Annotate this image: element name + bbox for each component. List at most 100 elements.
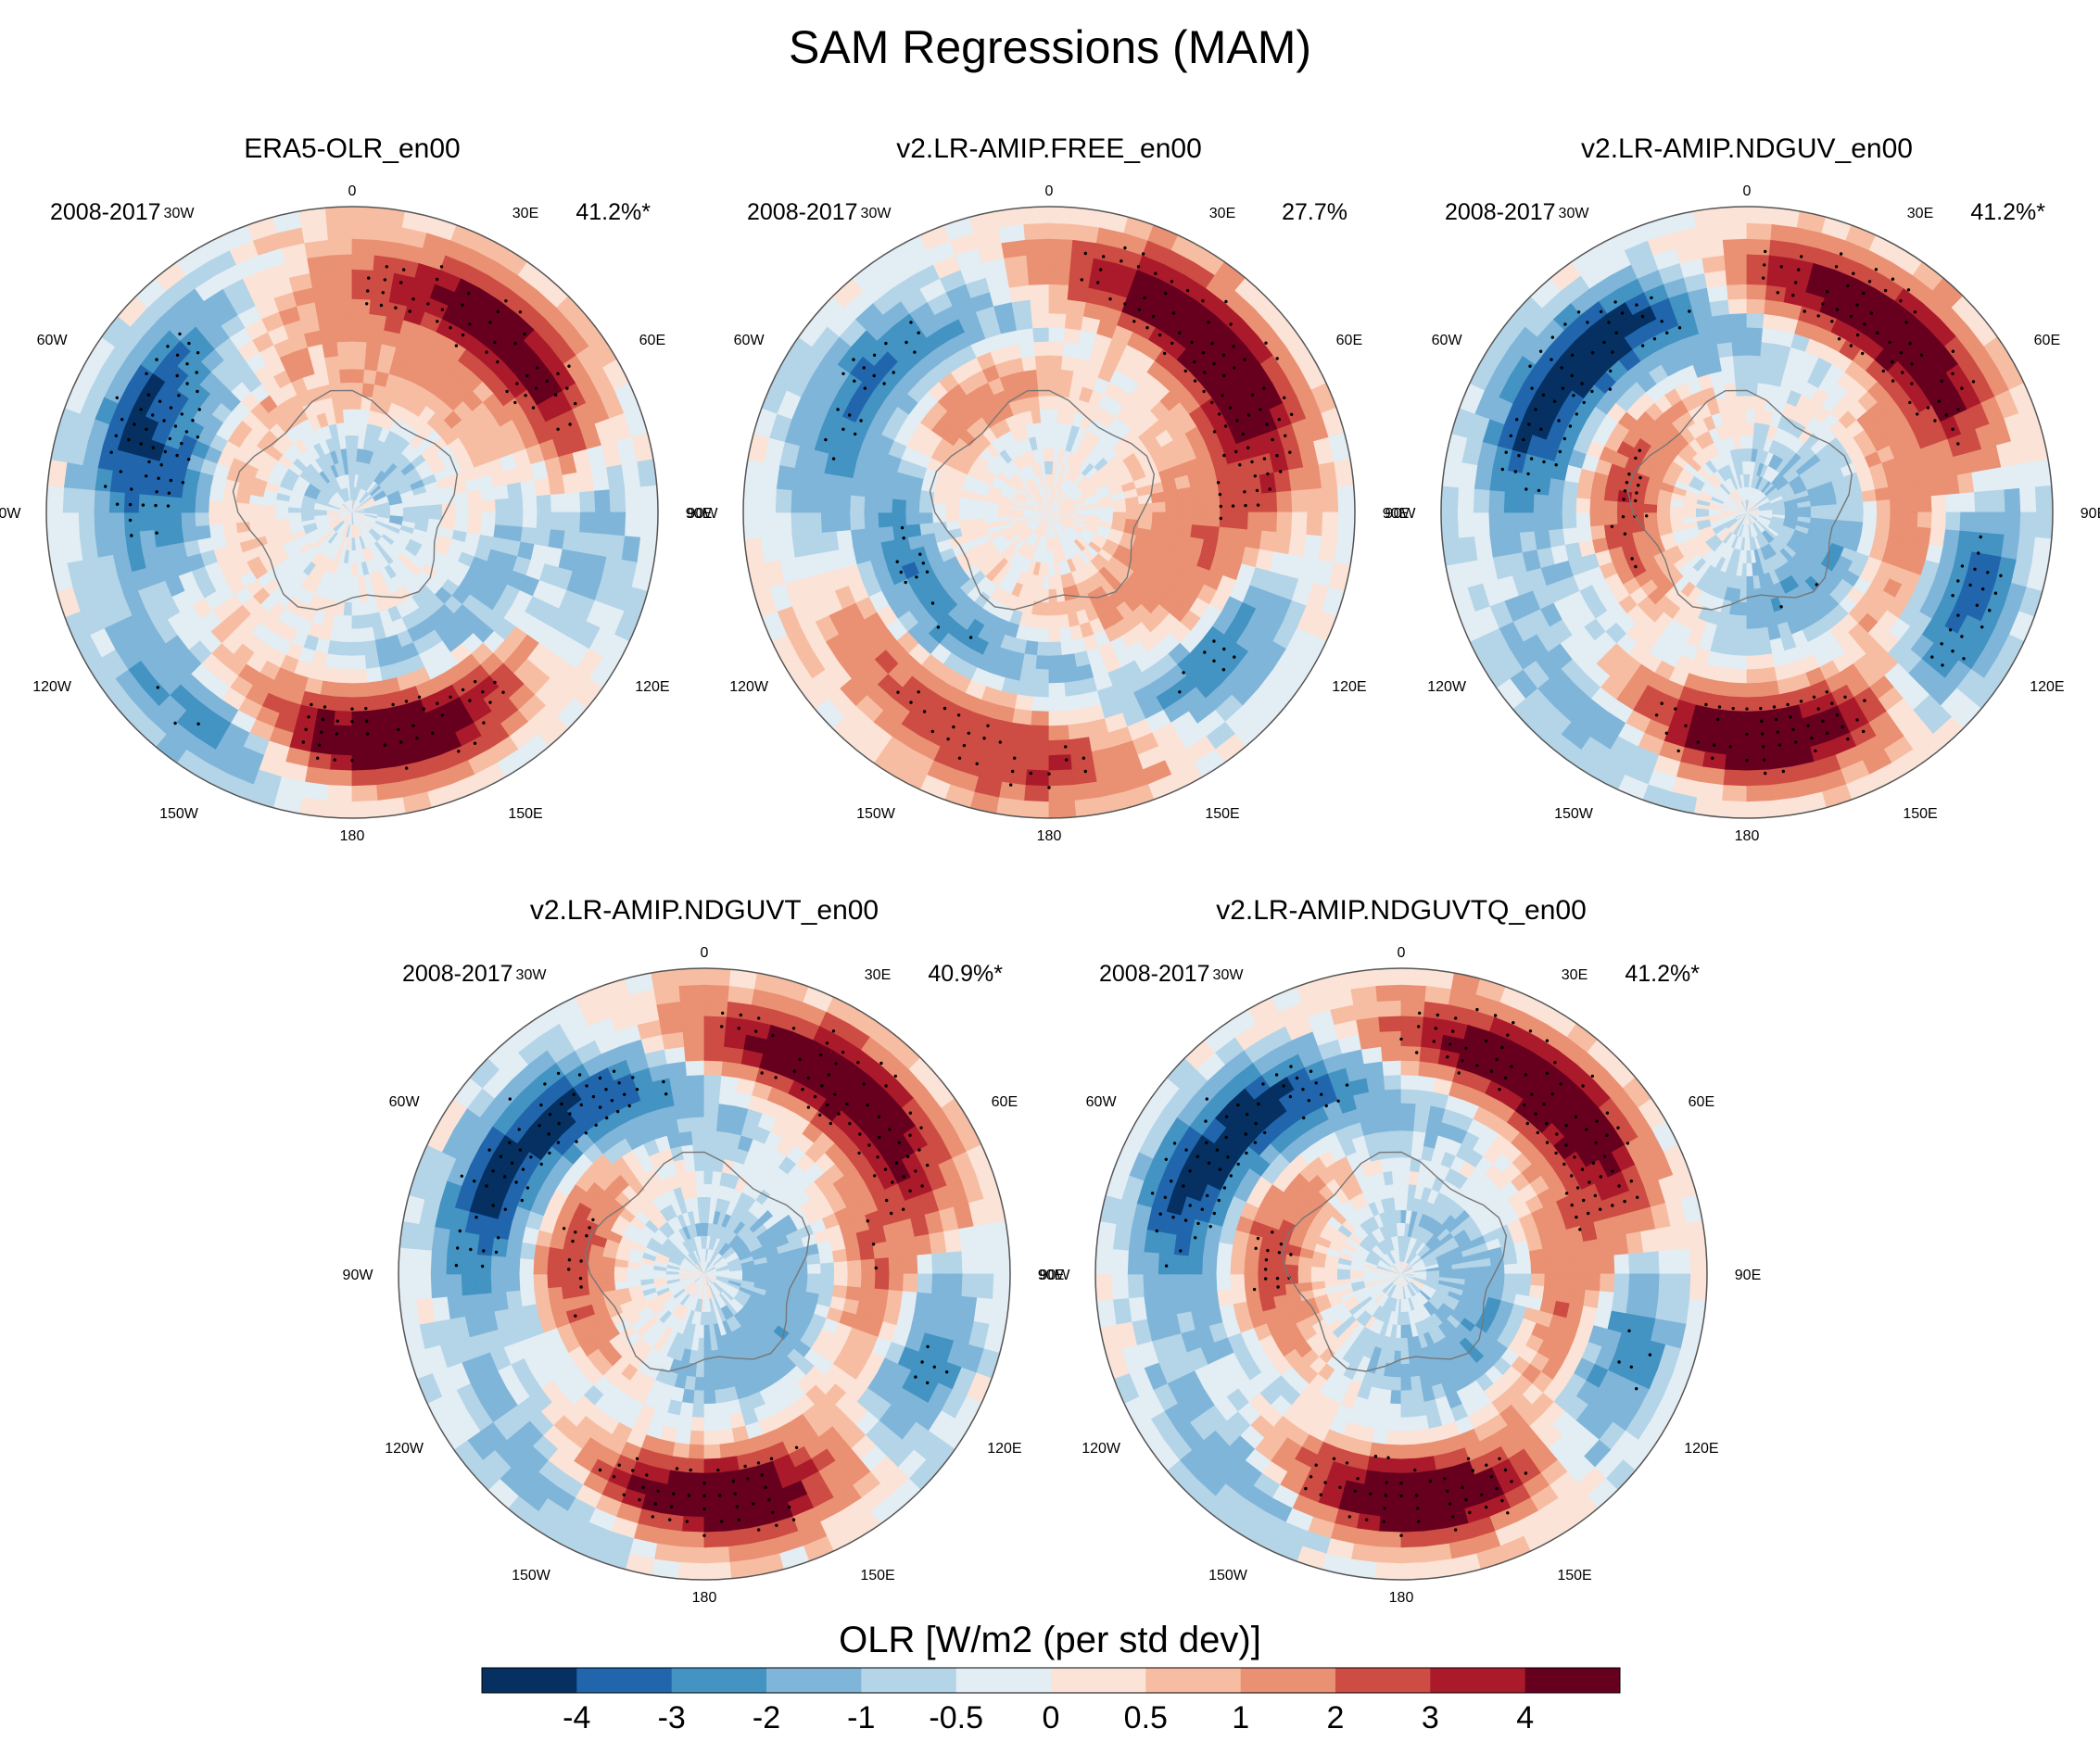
significance-dot (115, 502, 120, 506)
significance-dot (1029, 771, 1033, 776)
significance-dot (1262, 386, 1266, 390)
field-cell (337, 655, 353, 671)
field-cell (1759, 653, 1775, 670)
field-cell (1033, 668, 1050, 685)
field-cell (61, 486, 80, 513)
significance-dot (1170, 341, 1174, 346)
field-cell (743, 485, 762, 513)
field-cell (1456, 486, 1474, 513)
significance-dot (440, 308, 445, 311)
field-cell (361, 626, 375, 643)
significance-dot (440, 713, 445, 717)
significance-dot (145, 474, 148, 478)
field-cell (1746, 237, 1772, 256)
longitude-label: 90W (0, 506, 21, 522)
longitude-label: 180 (340, 828, 365, 844)
field-cell (1956, 530, 1976, 553)
field-cell (1602, 499, 1618, 513)
significance-dot (1096, 281, 1100, 284)
significance-dot (310, 702, 313, 707)
significance-dot (1193, 360, 1196, 364)
significance-dot (1080, 278, 1084, 282)
field-cell (194, 498, 209, 513)
field-cell (322, 341, 339, 359)
field-cell (1066, 708, 1087, 726)
field-cell (1322, 486, 1340, 513)
field-cell (834, 511, 852, 532)
field-cell (1746, 253, 1770, 271)
significance-dot (884, 341, 888, 346)
field-cell (351, 575, 360, 590)
field-cell (1890, 498, 1905, 513)
field-cell (1849, 511, 1865, 524)
field-cell (324, 355, 340, 372)
significance-dot (316, 756, 320, 760)
field-cell (1915, 479, 1932, 498)
significance-dot (1123, 302, 1127, 306)
significance-dot (1264, 341, 1268, 345)
significance-dot (1203, 650, 1207, 654)
significance-dot (942, 706, 947, 711)
field-cell (1048, 221, 1075, 240)
field-cell (334, 312, 353, 329)
field-cell (351, 221, 378, 240)
significance-dot (320, 730, 323, 734)
longitude-label: 0 (1045, 183, 1054, 199)
significance-dot (436, 320, 439, 323)
field-cell (1561, 511, 1577, 529)
field-cell (351, 253, 375, 271)
field-cell (181, 525, 198, 543)
significance-dot (1207, 321, 1210, 324)
field-cell (1746, 668, 1763, 685)
field-cell (820, 492, 837, 513)
significance-dot (1202, 389, 1206, 394)
field-cell (208, 511, 223, 525)
field-cell (863, 511, 879, 529)
field-cell (1669, 511, 1684, 520)
field-cell (1048, 354, 1064, 370)
field-cell (274, 511, 289, 520)
significance-dot (1013, 756, 1017, 760)
field-cell (774, 487, 792, 513)
significance-dot (1203, 371, 1207, 374)
significance-dot (467, 291, 471, 296)
field-cell (1038, 395, 1050, 410)
field-cell (194, 511, 209, 527)
significance-dot (1212, 430, 1217, 434)
field-cell (944, 502, 960, 513)
field-cell (1066, 298, 1087, 317)
field-cell (550, 511, 567, 532)
field-cell (1233, 494, 1249, 513)
significance-dot (553, 393, 558, 397)
field-cell (1746, 769, 1772, 788)
field-cell (1616, 500, 1631, 513)
significance-dot (411, 297, 415, 301)
significance-dot (853, 379, 856, 383)
longitude-label: 120E (1332, 679, 1366, 695)
field-cell (351, 668, 368, 685)
significance-dot (481, 690, 485, 694)
field-cell (1176, 486, 1193, 502)
significance-dot (922, 710, 927, 713)
field-cell (1057, 613, 1070, 630)
significance-dot (568, 423, 572, 426)
field-cell (790, 489, 807, 513)
significance-dot (1268, 487, 1271, 491)
field-cell (367, 313, 387, 331)
significance-dot (1083, 251, 1088, 256)
significance-dot (982, 737, 986, 740)
field-cell (345, 435, 353, 449)
significance-dot (848, 413, 852, 417)
field-cell (221, 511, 236, 524)
field-cell (1727, 297, 1748, 315)
significance-dot (128, 502, 133, 507)
significance-dot (1185, 288, 1190, 293)
field-cell (1731, 340, 1748, 357)
field-cell (1203, 482, 1221, 499)
significance-dot (473, 741, 477, 745)
field-cell (1548, 527, 1565, 548)
significance-dot (1123, 246, 1127, 250)
field-cell (1048, 549, 1055, 564)
significance-dot (1218, 412, 1221, 416)
